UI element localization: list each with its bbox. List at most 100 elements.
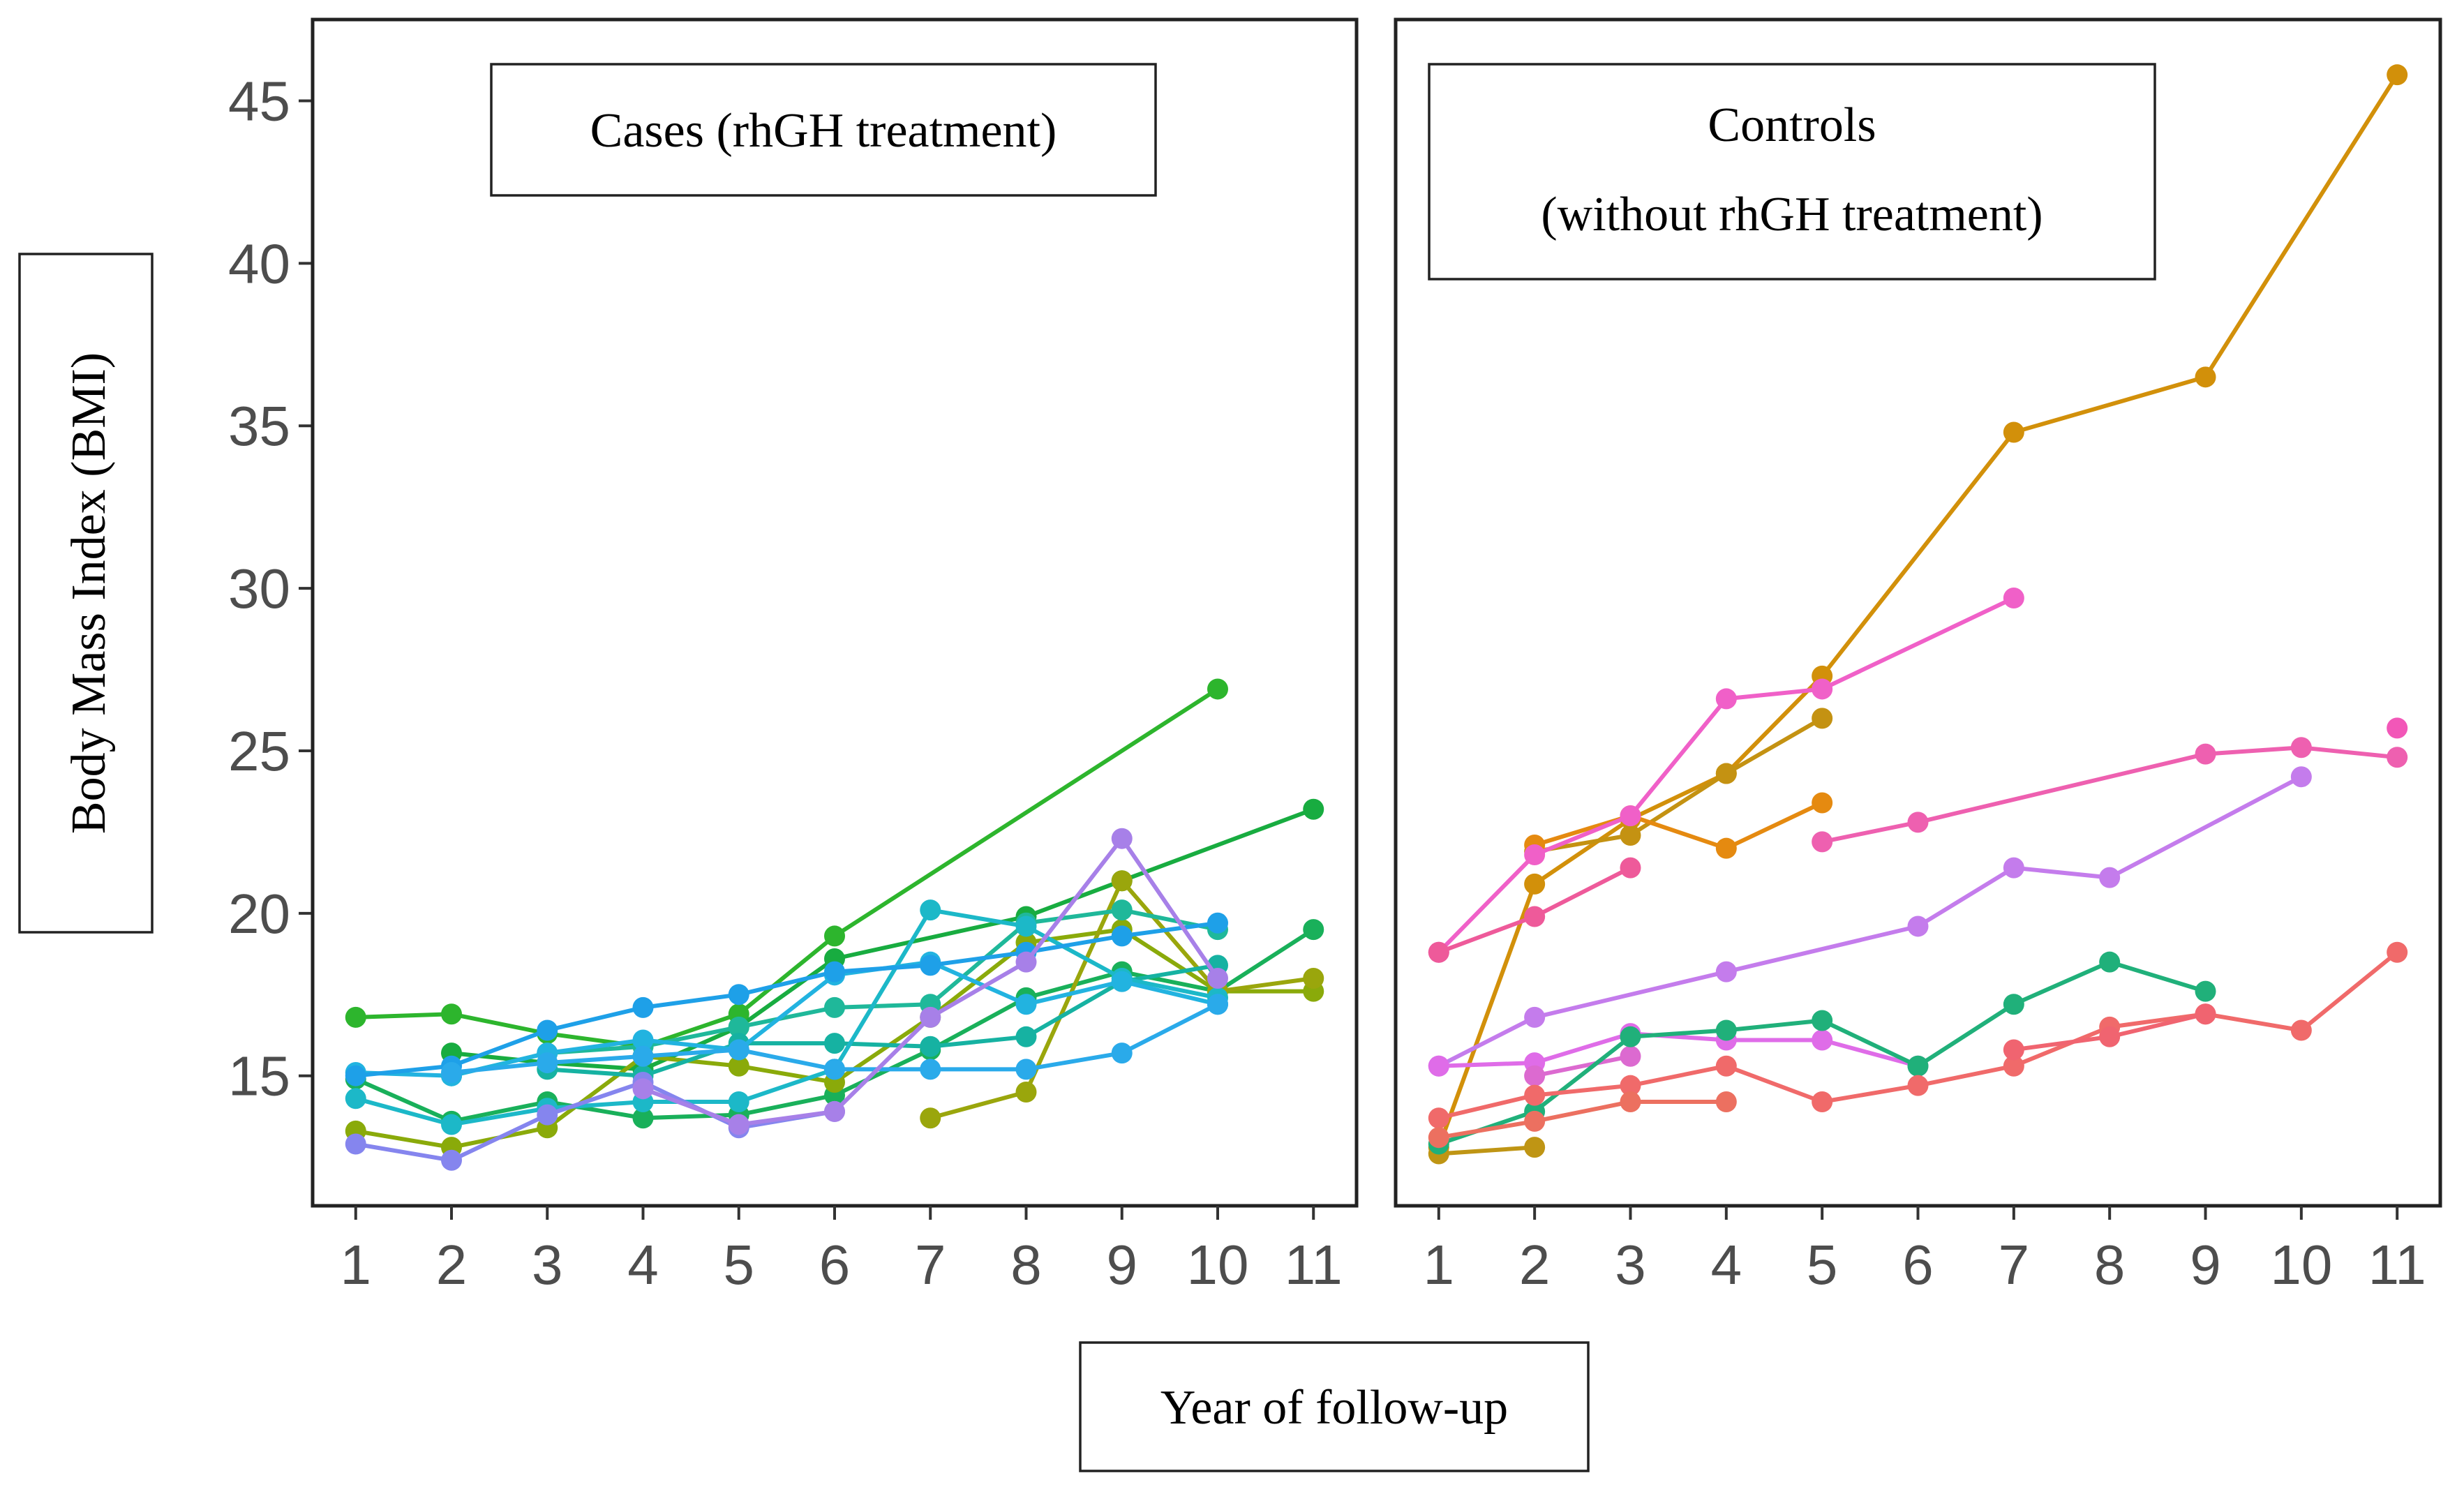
data-point: [1715, 1019, 1737, 1041]
data-point: [2195, 1003, 2216, 1025]
panel-cases: 1 2 3 4 5 6 7 8 9 10 11 Cases (rhGH treatment): [311, 17, 1359, 1296]
x-tick-label: 8: [2094, 1234, 2126, 1296]
x-tick-label: 3: [1615, 1234, 1646, 1296]
data-point: [1524, 1084, 1546, 1106]
data-point: [1620, 1091, 1641, 1112]
y-tick-label: 20: [228, 883, 290, 945]
data-point: [1111, 870, 1133, 892]
data-point: [345, 1088, 366, 1109]
data-point: [1111, 828, 1133, 849]
series-line: [1532, 800, 1825, 851]
data-point: [1907, 916, 1929, 937]
data-point: [920, 1006, 941, 1028]
data-point: [1524, 1065, 1546, 1086]
data-point: [1620, 1026, 1641, 1047]
y-tick-label: 15: [228, 1045, 290, 1107]
data-point: [1812, 1010, 1833, 1031]
data-point: [2003, 857, 2024, 879]
data-point: [345, 1006, 366, 1028]
data-point: [1015, 951, 1037, 973]
data-point: [728, 1016, 749, 1038]
y-axis-ticks: 15 20 25 30 35 40 45: [228, 70, 313, 1107]
data-point: [1907, 1075, 1929, 1096]
data-point: [920, 955, 941, 976]
x-label-text: Year of follow-up: [1160, 1381, 1508, 1435]
data-point: [1812, 1029, 1833, 1051]
data-point: [1111, 1043, 1133, 1064]
x-tick-label: 9: [2190, 1234, 2221, 1296]
data-point: [345, 1065, 366, 1086]
chart-panels: 1 2 3 4 5 6 7 8 9 10 11 Cases (rhGH treatment) 1 2 3 4 5…: [311, 17, 2442, 1296]
data-point: [2195, 743, 2216, 765]
x-tick-label: 7: [915, 1234, 946, 1296]
data-point: [824, 925, 845, 947]
data-point: [537, 1019, 558, 1041]
data-point: [1428, 941, 1449, 963]
panel-title-box: Controls (without rhGH treatment): [1428, 63, 2156, 281]
data-point: [632, 1078, 654, 1100]
data-point: [2003, 1055, 2024, 1077]
data-point: [728, 984, 749, 1006]
data-point: [728, 1039, 749, 1061]
data-point: [1428, 1127, 1449, 1149]
y-tick-label: 25: [228, 720, 290, 782]
series-line: [353, 920, 1220, 1078]
data-point: [632, 1107, 654, 1129]
data-point: [2290, 766, 2312, 788]
data-point: [2099, 1026, 2121, 1047]
series-line: [545, 963, 1220, 1078]
data-point: [728, 1055, 749, 1077]
data-point: [920, 1107, 941, 1129]
panel-title-frame: [1428, 63, 2156, 281]
data-point: [2003, 421, 2024, 443]
data-point: [824, 996, 845, 1018]
data-point: [1111, 899, 1133, 921]
data-point: [1620, 1045, 1641, 1067]
x-tick-label: 4: [627, 1234, 659, 1296]
x-tick-label: 1: [1424, 1234, 1455, 1296]
data-point: [824, 1100, 845, 1122]
x-tick-label: 9: [1106, 1234, 1137, 1296]
data-point: [920, 1059, 941, 1080]
y-tick-label: 45: [228, 70, 290, 132]
data-point: [2195, 980, 2216, 1002]
data-point: [1015, 1026, 1037, 1047]
x-tick-label: 2: [436, 1234, 468, 1296]
data-point: [2387, 747, 2408, 768]
y-label-frame: [18, 253, 154, 934]
data-point: [2003, 588, 2024, 609]
x-tick-label: 7: [1999, 1234, 2030, 1296]
data-point: [1812, 831, 1833, 853]
series-group: [345, 678, 1324, 1171]
data-point: [2003, 1039, 2024, 1061]
data-point: [2387, 64, 2408, 86]
series-line: [353, 959, 1220, 1078]
data-point: [2003, 994, 2024, 1015]
series-line: [1820, 745, 2400, 844]
data-point: [1715, 688, 1737, 710]
series-group: [1428, 64, 2408, 1165]
series-line: [1436, 1031, 1920, 1068]
x-tick-label: 5: [1807, 1234, 1838, 1296]
series-line: [1436, 1145, 1537, 1156]
panel-frame: [311, 17, 1359, 1208]
x-tick-label: 8: [1010, 1234, 1042, 1296]
data-point: [824, 1033, 845, 1054]
data-point: [1907, 812, 1929, 833]
data-point: [1715, 1055, 1737, 1077]
data-point: [1303, 798, 1324, 820]
x-tick-label: 3: [532, 1234, 563, 1296]
panel-title-frame: [490, 63, 1157, 197]
data-point: [1812, 1091, 1833, 1112]
data-point: [1428, 1055, 1449, 1077]
x-tick-label: 11: [2368, 1234, 2426, 1296]
data-point: [824, 961, 845, 982]
data-point: [1620, 857, 1641, 879]
panel-title-box: Cases (rhGH treatment): [490, 63, 1157, 197]
data-point: [1524, 1110, 1546, 1132]
data-point: [1524, 1006, 1546, 1028]
series-line: [1436, 1100, 1728, 1140]
data-point: [2195, 366, 2216, 388]
series-line: [353, 1080, 837, 1163]
x-tick-label: 6: [819, 1234, 851, 1296]
